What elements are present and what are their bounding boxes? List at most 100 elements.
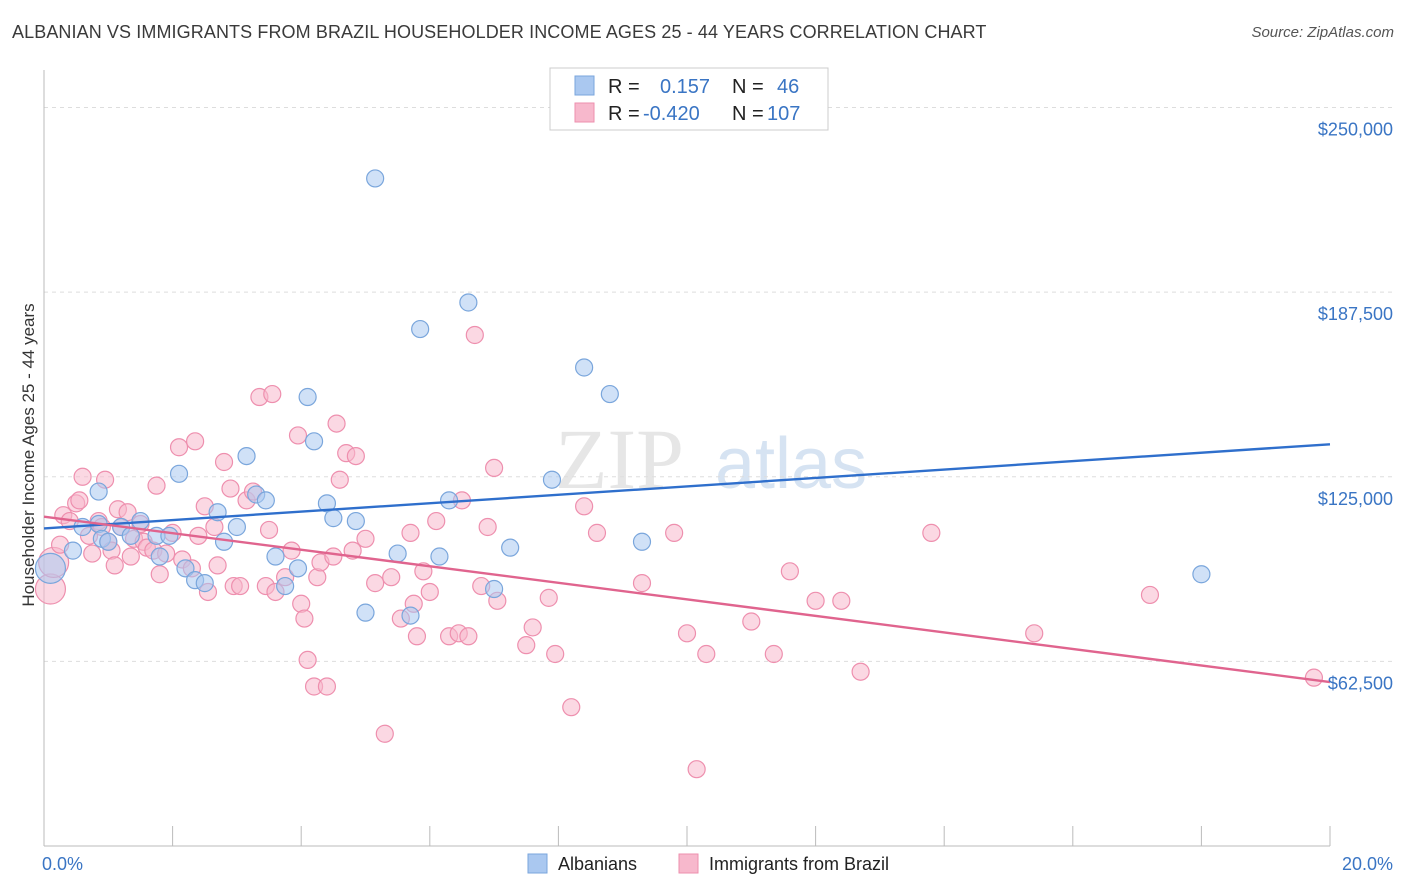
brazil-point [780, 562, 799, 581]
legend-n-value-2: 107 [767, 103, 800, 125]
brazil-point [1304, 668, 1324, 687]
bottom-legend-brazil: Immigrants from Brazil [709, 854, 889, 874]
albanian-point [485, 579, 504, 599]
brazil-point [575, 497, 594, 516]
legend-box: R = 0.157 N = 46 R = -0.420 N = 107 [549, 67, 829, 131]
brazil-point [214, 452, 234, 472]
albanian-point [401, 606, 420, 625]
watermark-atlas: atlas [715, 424, 867, 504]
brazil-point [330, 470, 349, 489]
albanian-point [411, 319, 430, 339]
brazil-point [317, 677, 337, 696]
brazil-point [263, 384, 282, 404]
legend-frame [549, 67, 829, 131]
albanian-point [298, 387, 317, 407]
legend-swatch-albanians [574, 75, 595, 96]
brazil-point [208, 556, 227, 575]
y-tick-label: $187,500 [1318, 304, 1393, 324]
albanian-point [276, 576, 295, 596]
albanian-point [266, 547, 285, 566]
albanian-point [256, 491, 275, 510]
albanian-point [600, 384, 619, 404]
y-tick-label: $125,000 [1318, 489, 1393, 509]
brazil-point [539, 588, 558, 607]
albanian-point [89, 482, 108, 501]
brazil-point [677, 624, 697, 643]
albanian-point [227, 517, 246, 537]
albanian-point [430, 547, 449, 566]
brazil-point [73, 467, 92, 486]
brazil-point [150, 565, 169, 584]
y-axis-title: Householder Income Ages 25 - 44 years [19, 303, 38, 606]
brazil-trend-line [43, 515, 1331, 684]
brazil-point [687, 760, 706, 779]
albanian-point [1192, 565, 1211, 584]
brazil-point [324, 547, 343, 566]
legend-n-label-1: N = [732, 76, 764, 98]
y-tick-label: $250,000 [1318, 120, 1393, 140]
legend-swatch-brazil [574, 102, 595, 123]
brazil-point [221, 479, 240, 498]
brazil-point [147, 476, 166, 495]
albanian-point [575, 358, 594, 377]
albanian-point [501, 538, 520, 557]
brazil-point [282, 541, 301, 560]
albanian-point [237, 446, 256, 466]
brazil-point [407, 627, 427, 646]
brazil-point [288, 426, 308, 445]
brazil-point [478, 517, 497, 537]
brazil-point [562, 698, 581, 717]
albanian-point [160, 526, 179, 545]
brazil-point [259, 520, 279, 540]
brazil-point [205, 517, 224, 537]
brazil-point [346, 446, 365, 466]
brazil-point [420, 582, 439, 602]
legend-r-label-2: R = [608, 103, 640, 125]
brazil-point [366, 574, 385, 593]
brazil-point [382, 568, 401, 587]
bottom-legend: Albanians Immigrants from Brazil [527, 853, 889, 874]
albanian-point [324, 509, 343, 528]
albanian-point [459, 293, 478, 312]
brazil-point [292, 594, 311, 613]
brazil-point [459, 627, 478, 646]
albanian-point [388, 544, 407, 563]
brazil-point [465, 325, 484, 345]
brazil-point [327, 414, 346, 433]
brazil-point [851, 662, 870, 681]
legend-r-value-1: 0.157 [660, 76, 710, 98]
albanian-point [121, 526, 140, 545]
y-tick-label: $62,500 [1328, 673, 1393, 693]
bottom-legend-swatch-brazil [678, 853, 699, 874]
bottom-legend-swatch-albanians [527, 853, 548, 874]
chart-title: ALBANIAN VS IMMIGRANTS FROM BRAZIL HOUSE… [12, 22, 987, 42]
albanian-point [542, 470, 562, 489]
albanian-point [34, 552, 67, 584]
albanian-point [176, 559, 195, 578]
brazil-point [70, 491, 89, 510]
legend-r-value-2: -0.420 [643, 103, 700, 125]
albanian-point [150, 547, 169, 566]
albanian-point [99, 532, 118, 551]
albanian-point [195, 574, 214, 593]
brazil-point [517, 636, 536, 655]
brazil-point [231, 576, 250, 596]
brazil-point [697, 644, 716, 664]
brazil-point [295, 609, 314, 628]
brazil-point [375, 724, 394, 743]
brazil-point [298, 650, 317, 670]
brazil-point [665, 523, 684, 542]
albanian-point [169, 464, 189, 483]
brazil-point [922, 523, 941, 542]
albanians-trend-line [43, 443, 1331, 530]
brazil-point [485, 458, 504, 478]
brazil-point [764, 644, 783, 664]
albanian-point [366, 169, 385, 188]
brazil-point [742, 612, 761, 631]
albanian-point [632, 532, 652, 551]
brazil-point [546, 644, 565, 664]
legend-r-label-1: R = [608, 76, 640, 98]
albanian-point [63, 541, 83, 560]
brazil-point [427, 511, 446, 531]
